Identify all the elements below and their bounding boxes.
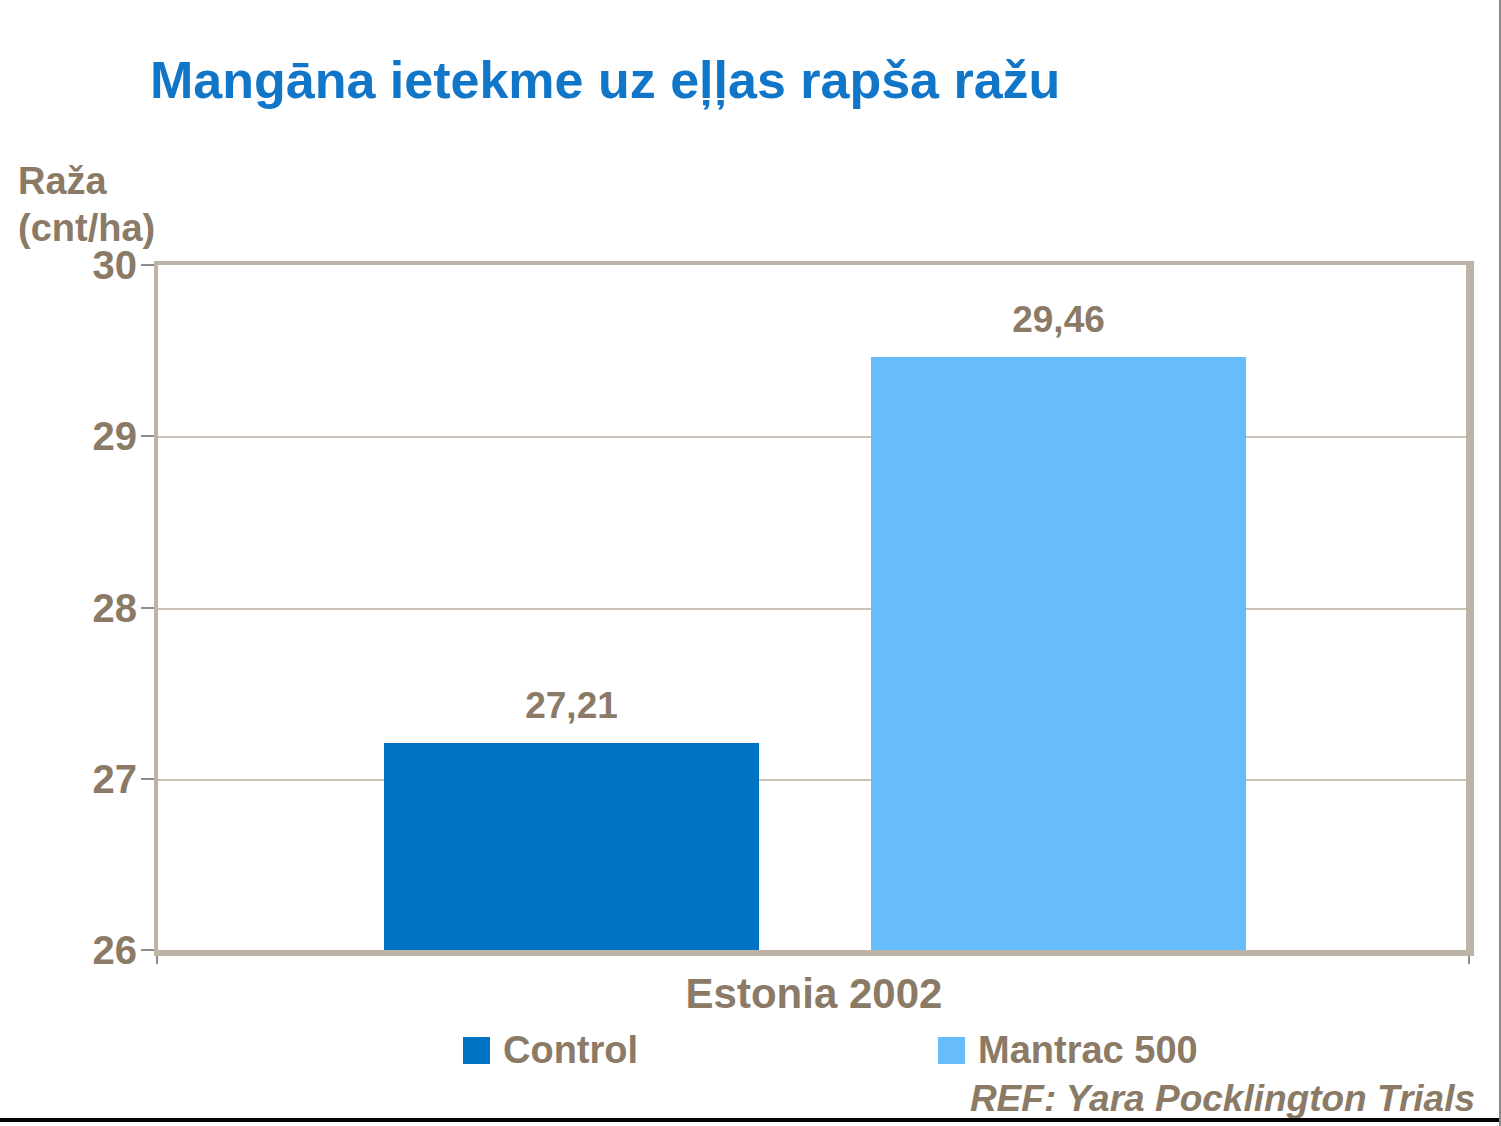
gridline-28 (158, 608, 1466, 610)
bar-value-label-mantrac-500: 29,46 (871, 299, 1246, 341)
legend-label-mantrac-500: Mantrac 500 (978, 1029, 1198, 1072)
bar-mantrac-500 (871, 357, 1246, 950)
y-tick-label-27: 27 (40, 758, 137, 800)
legend-item-mantrac-500: Mantrac 500 (938, 1029, 1198, 1072)
legend-swatch-control (463, 1037, 490, 1064)
slide-bottom-border (0, 1118, 1499, 1122)
bar-group-control: 27,21 (384, 265, 759, 950)
bar-group-mantrac-500: 29,46 (871, 265, 1246, 950)
gridline-29 (158, 436, 1466, 438)
chart-title: Mangāna ietekme uz eļļas rapša ražu (150, 50, 1060, 110)
y-tick-label-28: 28 (40, 587, 137, 629)
gridline-27 (158, 779, 1466, 781)
x-axis-category-label: Estonia 2002 (154, 970, 1474, 1018)
legend-item-control: Control (463, 1029, 638, 1072)
slide: Mangāna ietekme uz eļļas rapša ražu Raža… (0, 0, 1501, 1126)
y-axis-title-line1: Raža (18, 158, 155, 205)
y-tick-label-30: 30 (40, 244, 137, 286)
legend-label-control: Control (503, 1029, 638, 1072)
plot-area: 27,21 29,46 (154, 261, 1474, 956)
bar-control (384, 743, 759, 950)
bar-value-label-control: 27,21 (384, 685, 759, 727)
y-tick-label-26: 26 (40, 929, 137, 971)
y-axis-title: Raža (cnt/ha) (18, 158, 155, 252)
legend-swatch-mantrac-500 (938, 1037, 965, 1064)
reference-note: REF: Yara Pocklington Trials (970, 1078, 1475, 1120)
y-tick-label-29: 29 (40, 415, 137, 457)
